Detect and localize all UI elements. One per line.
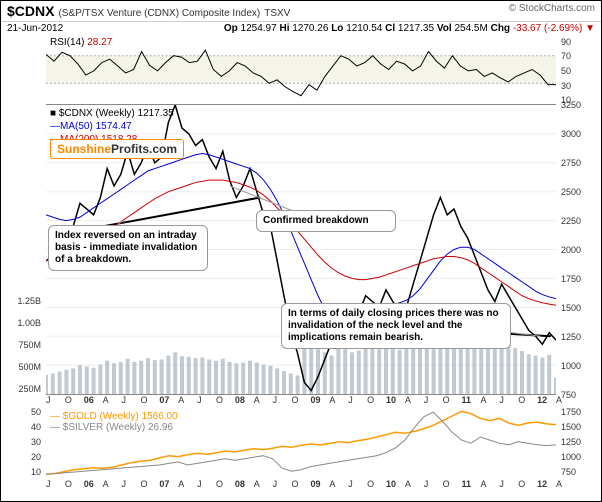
main-panel: ■ $CDNX (Weekly) 1217.35 —MA(50) 1574.47…	[46, 105, 556, 395]
callout: Index reversed on an intraday basis - im…	[48, 225, 208, 271]
exchange-label: TSXV	[264, 8, 290, 19]
callout: Confirmed breakdown	[256, 210, 396, 232]
main-yaxis: 3250300027502500225020001750150012501000…	[561, 105, 596, 394]
gold-yaxis: 7501000125015001750	[561, 409, 596, 479]
ticker-symbol: $CDNX	[7, 3, 54, 19]
chart-date: 21-Jun-2012	[7, 23, 63, 34]
ohlc-values: Op 1254.97 Hi 1270.26 Lo 1210.54 Cl 1217…	[224, 23, 595, 34]
rsi-chart	[46, 35, 556, 104]
chart-credit: © StockCharts.com	[509, 3, 595, 19]
rsi-yaxis: 9070503010	[561, 35, 596, 104]
rsi-panel: RSI(14) 28.27 9070503010	[46, 35, 556, 105]
silver-yaxis: 1020304050	[8, 409, 43, 479]
vol-yaxis: 250M500M750M1.00B1.25B	[1, 284, 43, 394]
xaxis-bottom: JO06AJO07AJO08AJO09AJO10AJO11AJO12A	[46, 479, 556, 493]
watermark: SunshineProfits.com	[50, 139, 184, 159]
ticker-subtitle: (S&P/TSX Venture (CDNX) Composite Index)	[58, 8, 260, 19]
callout: In terms of daily closing prices there w…	[281, 303, 511, 349]
xaxis-main: JO06AJO07AJO08AJO09AJO10AJO11AJO12A	[46, 395, 556, 409]
gold-panel: — $GOLD (Weekly) 1566.00 — $SILVER (Week…	[46, 409, 556, 479]
